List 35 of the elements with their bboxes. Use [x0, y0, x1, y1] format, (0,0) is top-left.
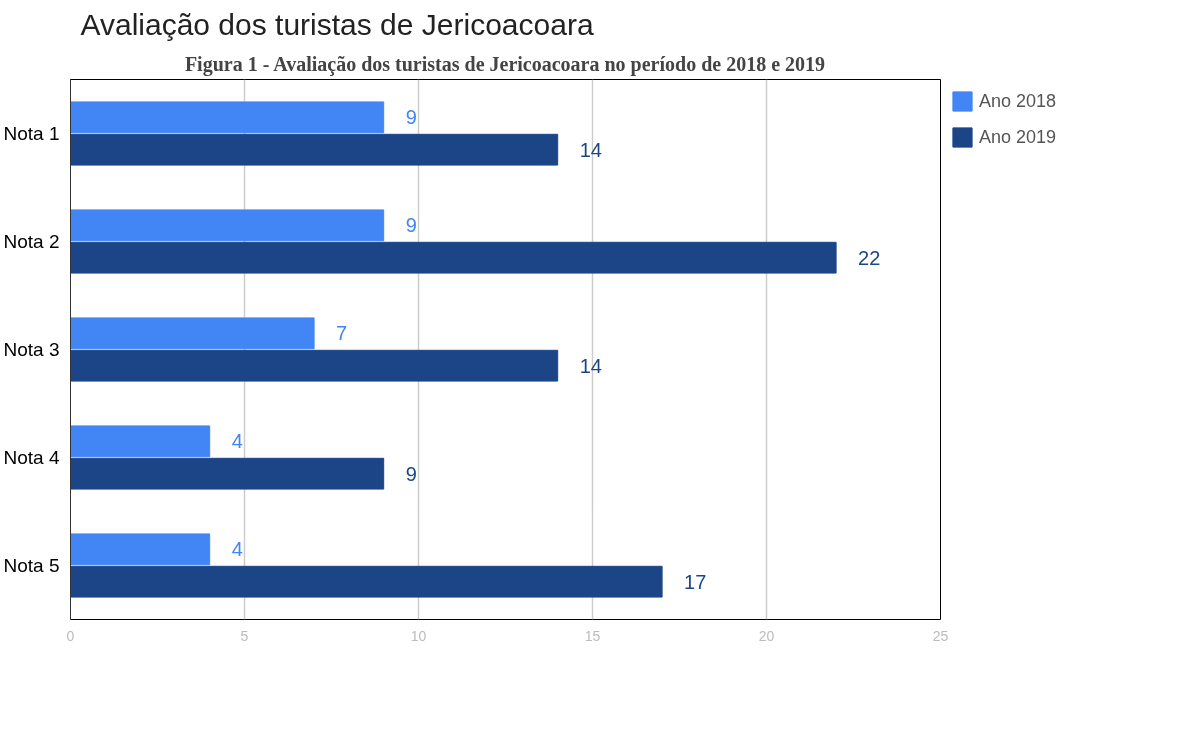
legend-label: Ano 2018: [979, 90, 1057, 112]
bar: [70, 425, 211, 458]
data-label: 14: [579, 138, 602, 161]
data-label: 7: [336, 322, 348, 345]
bar: [70, 133, 559, 166]
data-label: 17: [684, 570, 707, 593]
x-tick-label: 5: [240, 627, 249, 644]
chart-title: Avaliação dos turistas de Jericoacoara: [80, 7, 594, 41]
bar: [70, 101, 385, 134]
data-label: 9: [405, 462, 417, 485]
bar: [70, 457, 385, 490]
y-tick-label: Nota 3: [3, 339, 60, 360]
data-label: 22: [858, 246, 881, 269]
bar: [70, 565, 663, 598]
data-label: 4: [231, 538, 243, 561]
x-tick-label: 15: [584, 627, 601, 644]
data-label: 9: [405, 106, 417, 129]
x-tick-label: 0: [66, 627, 75, 644]
data-label: 14: [579, 354, 602, 377]
bar: [70, 349, 559, 382]
legend-label: Ano 2019: [979, 126, 1057, 148]
y-tick-label: Nota 4: [3, 447, 60, 468]
data-label: 4: [231, 430, 243, 453]
text: Figura 1 - Avaliação dos turistas de Jericoacoara no período de 2018 e 2019: [184, 52, 826, 76]
data-label: 9: [405, 214, 417, 237]
x-tick-label: 10: [410, 627, 427, 644]
bar: [70, 317, 315, 350]
bar: [70, 241, 837, 274]
x-tick-label: 20: [758, 627, 775, 644]
y-tick-label: Nota 5: [3, 555, 60, 576]
x-tick-label: 25: [932, 627, 949, 644]
y-tick-label: Nota 2: [3, 231, 60, 252]
y-tick-label: Nota 1: [3, 123, 60, 144]
bar: [70, 533, 211, 566]
bar: [70, 209, 385, 242]
